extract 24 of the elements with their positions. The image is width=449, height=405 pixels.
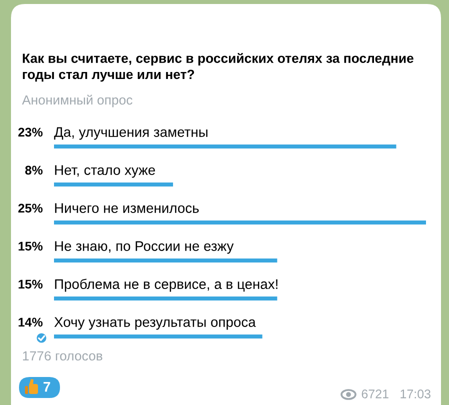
data-label: 15% [18,242,43,251]
data-label: 25% [18,204,43,213]
y-tick-label: Нет, стало хуже [55,165,155,178]
bar [54,296,278,300]
y-tick-label: Да, улучшения заметны [54,127,208,140]
text: 1776 голосов [23,351,102,361]
data-label: 14% [18,318,43,327]
bar [54,220,426,224]
chart-subtitle: Анонимный опрос [22,94,132,108]
text: 6721 [362,390,388,398]
y-tick-label: Ничего не изменилось [55,203,199,213]
bar [54,182,174,186]
y-tick-label: Хочу узнать результаты опроса [54,317,256,330]
bar [54,258,278,262]
chart-title: Как вы считаете, сервис в российских отелях за последние годы стал лучше или нет? [22,53,414,82]
bar [54,334,262,338]
data-label: 23% [18,128,43,137]
y-tick-label: Проблема не в сервисе, а в ценах! [55,278,278,292]
data-label: 8% [25,166,43,175]
text: 17:03 [400,390,430,398]
data-label: 15% [18,280,43,289]
text: 7 [44,382,50,392]
bar [54,144,396,148]
y-tick-label: Не знаю, по России не езжу [55,241,234,254]
